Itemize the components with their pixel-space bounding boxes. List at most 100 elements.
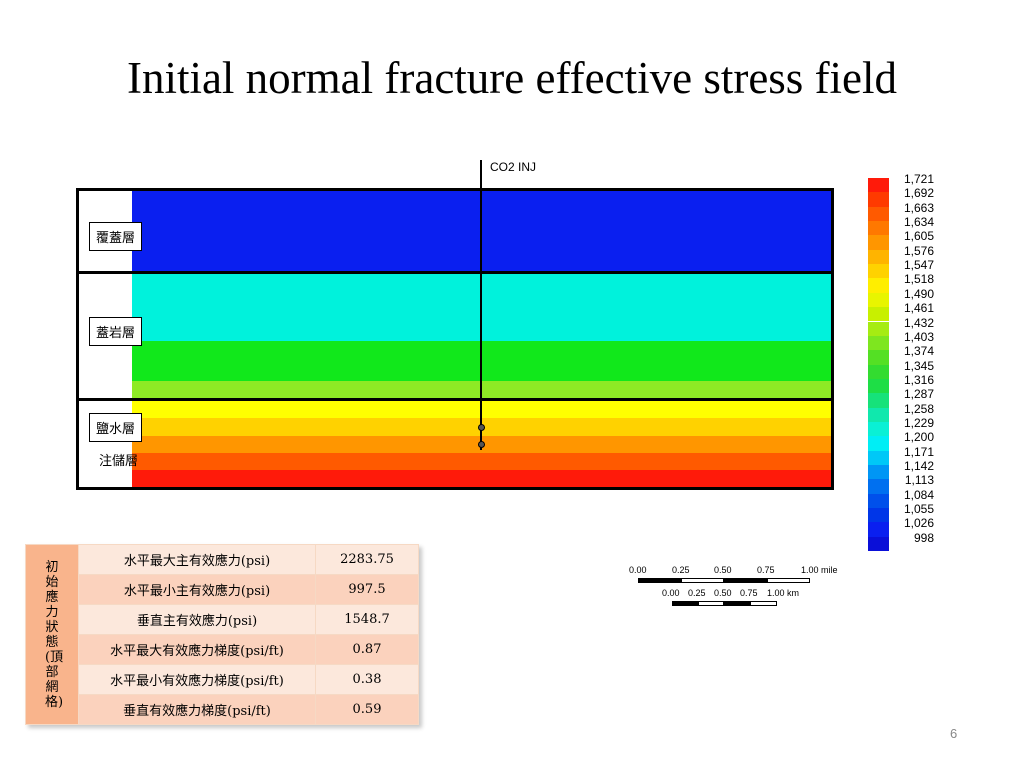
legend-swatch <box>868 522 889 537</box>
layer-label-cover: 覆蓋層 <box>89 222 143 251</box>
legend-value-label: 1,142 <box>903 459 934 473</box>
legend-value-label: 1,403 <box>903 329 934 344</box>
legend-value-label: 1,345 <box>903 358 934 373</box>
legend-value-label: 1,576 <box>903 243 934 258</box>
legend-value-label: 1,316 <box>903 372 934 387</box>
table-cell-label: 水平最大有效應力梯度(psi/ft) <box>78 634 316 665</box>
legend-value-label: 1,200 <box>903 430 934 445</box>
mile-scale-segment <box>724 578 767 583</box>
legend-swatch <box>868 350 889 365</box>
mile-tick-label: 0.25 <box>672 565 690 575</box>
legend-swatch <box>868 436 889 451</box>
well-perforation-marker <box>478 441 485 448</box>
legend-swatch <box>868 235 889 250</box>
legend-value-label: 1,113 <box>904 473 934 488</box>
reservoir-model: 覆蓋層 蓋岩層 鹽水層 注儲層 <box>76 188 834 490</box>
table-cell-label: 水平最小有效應力梯度(psi/ft) <box>78 664 316 695</box>
legend-swatch <box>868 479 889 494</box>
legend-swatch <box>868 292 889 308</box>
initial-stress-table: 初始應力狀態(頂部網格) 水平最大主有效應力(psi) 2283.75 水平最小主有效… <box>25 544 419 725</box>
table-cell-value: 0.59 <box>315 694 419 725</box>
table-cell-label: 水平最大主有效應力(psi) <box>78 544 316 575</box>
layer-divider <box>79 398 831 401</box>
mile-tick-label: 0.50 <box>714 565 732 575</box>
table-header-text: 初始應力狀態(頂部網格) <box>45 559 64 710</box>
legend-value-label: 1,663 <box>903 200 934 215</box>
legend-swatch <box>868 335 889 351</box>
legend-value-label: 998 <box>913 530 934 545</box>
legend-swatch <box>868 307 889 322</box>
km-scale-segment <box>724 601 750 606</box>
legend-value-label: 1,518 <box>903 272 934 287</box>
legend-swatch <box>868 249 889 265</box>
km-tick-label: 0.50 <box>714 588 732 598</box>
legend-value-label: 1,026 <box>903 516 934 531</box>
legend-value-label: 1,547 <box>903 258 934 273</box>
legend-value-label: 1,055 <box>903 502 934 517</box>
well-label: CO2 INJ <box>490 160 537 174</box>
table-row: 水平最大有效應力梯度(psi/ft) 0.87 <box>26 634 419 665</box>
mile-scale-segment <box>681 578 724 583</box>
table-cell-value: 2283.75 <box>315 544 419 575</box>
injection-well-line <box>480 160 482 450</box>
legend-swatch <box>868 321 889 336</box>
mile-tick-label: 1.00 mile <box>801 565 838 575</box>
table-cell-label: 垂直主有效應力(psi) <box>78 604 316 635</box>
legend-swatch <box>868 450 889 465</box>
layer-label-storage: 注儲層 <box>99 454 139 469</box>
legend-value-label: 1,692 <box>903 186 934 201</box>
legend-value-label: 1,634 <box>903 215 934 230</box>
legend-swatch <box>868 264 889 279</box>
legend-swatch <box>868 364 889 379</box>
km-scale-segment <box>750 601 777 606</box>
legend-swatch <box>868 407 889 422</box>
legend-value-label: 1,461 <box>903 301 934 316</box>
km-scale-segment <box>698 601 724 606</box>
legend-value-label: 1,721 <box>903 172 934 186</box>
table-row-header: 初始應力狀態(頂部網格) <box>25 544 79 725</box>
legend-swatch <box>868 465 889 480</box>
table-row: 垂直主有效應力(psi) 1548.7 <box>26 604 419 635</box>
legend-value-label: 1,258 <box>903 401 934 416</box>
legend-value-label: 1,084 <box>903 487 934 502</box>
legend-swatch <box>868 536 889 552</box>
legend-swatch <box>868 493 889 509</box>
slide-title: Initial normal fracture effective stress… <box>126 53 898 103</box>
legend-value-label: 1,432 <box>903 315 934 330</box>
legend-swatch <box>868 178 889 193</box>
legend-swatch <box>868 421 889 437</box>
legend-value-label: 1,171 <box>903 444 934 459</box>
km-tick-label: 0.75 <box>740 588 758 598</box>
legend-swatch <box>868 278 889 293</box>
table-row: 水平最小主有效應力(psi) 997.5 <box>26 574 419 605</box>
legend-swatch <box>868 206 889 222</box>
table-cell-label: 垂直有效應力梯度(psi/ft) <box>78 694 316 725</box>
well-perforation-marker <box>478 424 485 431</box>
table-cell-value: 1548.7 <box>315 604 419 635</box>
legend-swatch <box>868 221 889 236</box>
km-tick-label: 0.25 <box>688 588 706 598</box>
page-number: 6 <box>950 726 958 741</box>
table-row: 水平最小有效應力梯度(psi/ft) 0.38 <box>26 664 419 695</box>
table-row: 垂直有效應力梯度(psi/ft) 0.59 <box>26 694 419 725</box>
legend-swatch <box>868 393 889 408</box>
layer-band-aquifer-5 <box>132 470 831 487</box>
table-cell-value: 0.38 <box>315 664 419 695</box>
legend-value-label: 1,605 <box>903 229 934 244</box>
table-cell-label: 水平最小主有效應力(psi) <box>78 574 316 605</box>
km-tick-label: 1.00 km <box>767 588 800 598</box>
legend-value-label: 1,490 <box>903 286 934 301</box>
layer-divider <box>79 271 831 274</box>
table-row: 初始應力狀態(頂部網格) 水平最大主有效應力(psi) 2283.75 <box>25 544 419 725</box>
mile-tick-label: 0.00 <box>629 565 647 575</box>
mile-tick-label: 0.75 <box>757 565 775 575</box>
legend-swatch <box>868 192 889 207</box>
legend-value-label: 1,374 <box>903 344 934 359</box>
legend-value-label: 1,229 <box>903 415 934 430</box>
layer-label-aquifer: 鹽水層 <box>89 413 143 442</box>
legend-swatch <box>868 378 889 394</box>
mile-scale-segment <box>767 578 810 583</box>
legend-value-label: 1,287 <box>903 387 934 402</box>
table-cell-value: 0.87 <box>315 634 419 665</box>
km-tick-label: 0.00 <box>662 588 680 598</box>
